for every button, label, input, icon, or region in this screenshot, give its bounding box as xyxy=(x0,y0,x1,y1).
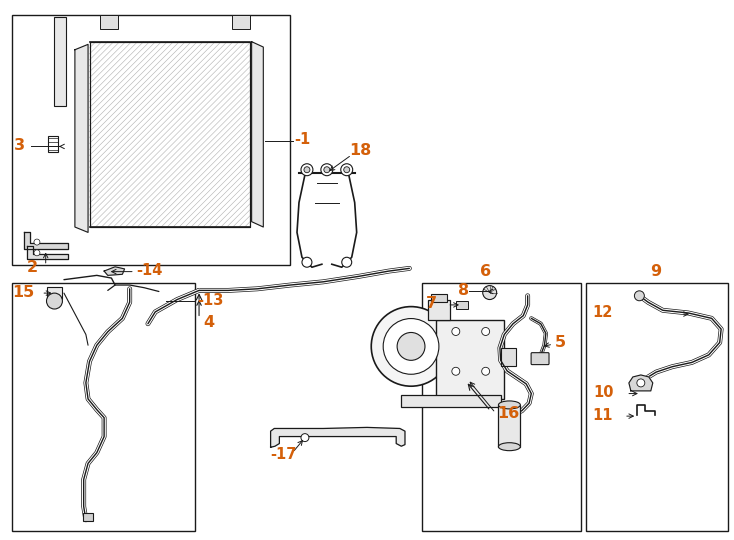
Circle shape xyxy=(301,434,309,442)
Circle shape xyxy=(344,167,349,173)
Bar xyxy=(456,301,468,309)
Text: 9: 9 xyxy=(650,264,661,279)
Circle shape xyxy=(637,379,644,387)
Circle shape xyxy=(301,164,313,176)
Text: 8: 8 xyxy=(458,283,469,298)
FancyBboxPatch shape xyxy=(531,353,549,364)
Text: -1: -1 xyxy=(294,132,310,147)
Bar xyxy=(12,15,291,265)
Bar xyxy=(422,284,581,531)
Bar xyxy=(501,348,515,366)
Polygon shape xyxy=(629,375,653,391)
Bar xyxy=(90,42,250,227)
Text: 10: 10 xyxy=(593,385,614,400)
Bar xyxy=(232,16,250,29)
Bar xyxy=(428,300,450,320)
Bar xyxy=(90,42,250,227)
Circle shape xyxy=(452,367,459,375)
Text: -17: -17 xyxy=(271,447,297,462)
Polygon shape xyxy=(271,427,405,447)
Circle shape xyxy=(482,367,490,375)
Polygon shape xyxy=(104,267,125,275)
Text: 15: 15 xyxy=(12,285,34,300)
Circle shape xyxy=(342,257,352,267)
Circle shape xyxy=(634,291,644,301)
Text: 11: 11 xyxy=(592,408,612,423)
Text: 2: 2 xyxy=(26,260,38,275)
Bar xyxy=(436,320,504,399)
Text: 12: 12 xyxy=(592,306,612,320)
Text: -14: -14 xyxy=(137,263,163,278)
Bar xyxy=(48,136,58,152)
Ellipse shape xyxy=(498,443,520,451)
Text: -13: -13 xyxy=(197,293,224,308)
Text: 6: 6 xyxy=(480,264,491,279)
Text: 3: 3 xyxy=(13,138,25,153)
Bar xyxy=(498,405,520,447)
Circle shape xyxy=(46,293,62,309)
Bar xyxy=(101,16,118,29)
Circle shape xyxy=(324,167,330,173)
Polygon shape xyxy=(75,44,88,232)
Bar xyxy=(586,284,728,531)
Text: 5: 5 xyxy=(555,335,566,350)
Bar xyxy=(83,513,93,521)
Polygon shape xyxy=(23,232,68,248)
Circle shape xyxy=(371,307,451,386)
Bar xyxy=(12,284,195,531)
Circle shape xyxy=(321,164,333,176)
Circle shape xyxy=(482,327,490,335)
Circle shape xyxy=(483,286,497,300)
Polygon shape xyxy=(27,246,68,259)
Text: 16: 16 xyxy=(498,406,520,421)
Circle shape xyxy=(302,257,312,267)
Circle shape xyxy=(304,167,310,173)
Bar xyxy=(46,287,62,299)
Circle shape xyxy=(34,250,40,256)
Polygon shape xyxy=(252,42,264,227)
Bar xyxy=(401,395,501,407)
Circle shape xyxy=(383,319,439,374)
Text: 4: 4 xyxy=(203,315,214,330)
Circle shape xyxy=(452,327,459,335)
Bar xyxy=(54,17,66,106)
Circle shape xyxy=(341,164,353,176)
Text: 7: 7 xyxy=(426,296,437,312)
Bar xyxy=(431,294,447,302)
Circle shape xyxy=(397,333,425,360)
Ellipse shape xyxy=(498,401,520,409)
Text: 18: 18 xyxy=(349,143,371,158)
Circle shape xyxy=(34,239,40,245)
